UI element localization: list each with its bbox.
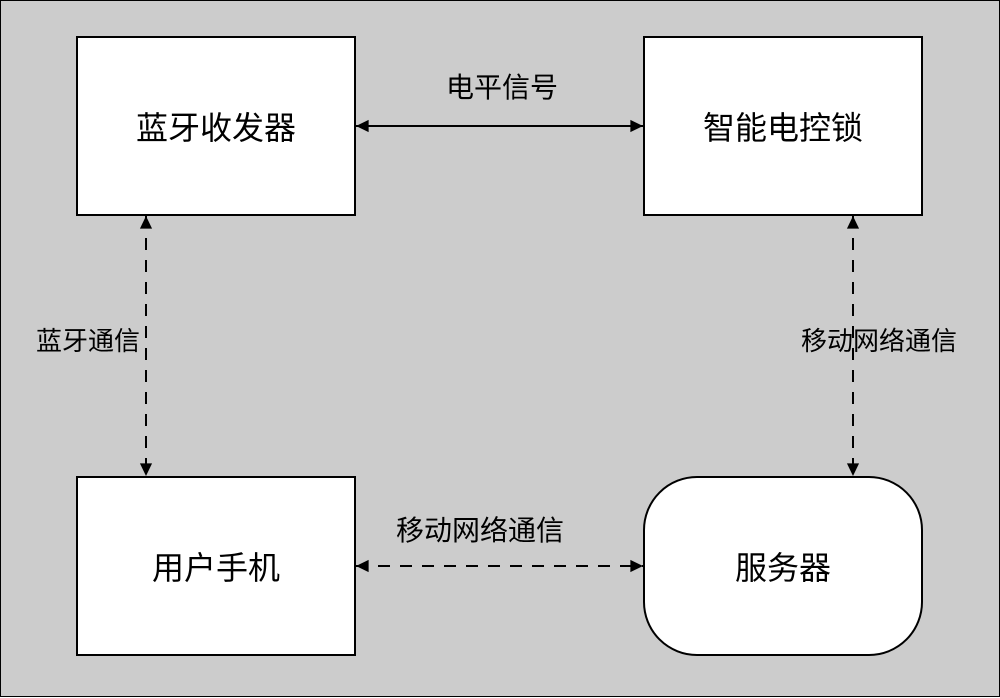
- node-label: 蓝牙收发器: [136, 103, 296, 149]
- diagram-canvas: 蓝牙收发器 智能电控锁 用户手机 服务器 电平信号 蓝牙通信 移动网络通信 移动…: [0, 0, 1000, 697]
- node-server: 服务器: [643, 476, 923, 656]
- node-label: 智能电控锁: [703, 103, 863, 149]
- node-bluetooth-transceiver: 蓝牙收发器: [76, 36, 356, 216]
- node-user-phone: 用户手机: [76, 476, 356, 656]
- node-smart-lock: 智能电控锁: [643, 36, 923, 216]
- node-label: 服务器: [735, 543, 831, 589]
- node-label: 用户手机: [152, 543, 280, 589]
